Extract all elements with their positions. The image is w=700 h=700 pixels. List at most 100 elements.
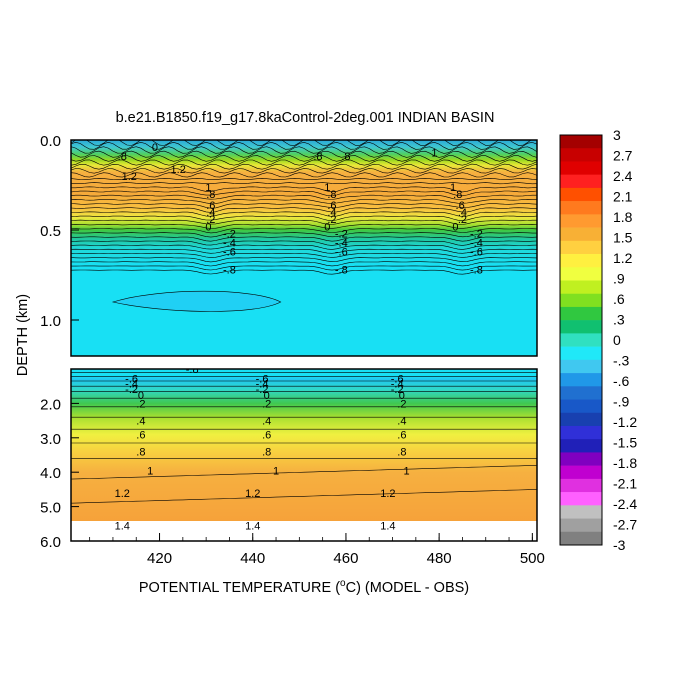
contour-line xyxy=(71,203,537,209)
contour-line xyxy=(71,207,537,213)
contour-line xyxy=(71,186,537,193)
contour-label: -.6 xyxy=(335,247,348,259)
colorbar-label: -2.7 xyxy=(613,517,637,533)
contour-label: .2 xyxy=(206,214,215,226)
contour-label: .2 xyxy=(136,398,145,410)
contour-label: -.4 xyxy=(470,238,483,250)
contour-line xyxy=(71,198,537,205)
contour-label: .8 xyxy=(206,189,215,201)
x-axis: 420 440 460 480 500 xyxy=(89,533,545,567)
colorbar-label: -1.5 xyxy=(613,435,637,451)
contour-label: -.2 xyxy=(470,229,483,241)
y-tick-label: 6.0 xyxy=(40,534,61,551)
contour-line xyxy=(71,159,537,166)
colorbar-label: 2.1 xyxy=(613,189,633,205)
lower-panel: -.8-.6-.4-.2 0.2.4.6.811.21.4-.6-.4-.20.2… xyxy=(70,364,538,542)
contour-label: 0 xyxy=(138,390,144,402)
contour-label: 1.4 xyxy=(245,521,260,533)
contour-label: .4 xyxy=(262,416,271,428)
x-axis-title-degree: o xyxy=(340,578,346,589)
contour-label: 1 xyxy=(147,465,153,477)
upper-contours: 1.21.8.6.4.20-.2-.4-.6-.81.8.6.4.20-.2-.… xyxy=(71,140,537,312)
contour-patch xyxy=(111,290,282,312)
contour-label: -.2 xyxy=(335,229,348,241)
contour-label: -.2 xyxy=(391,384,404,396)
contour-line xyxy=(71,465,537,480)
colorbar-label: .6 xyxy=(613,291,625,307)
contour-line xyxy=(71,168,537,174)
colorbar-swatch xyxy=(560,161,602,175)
contour-label: .6 xyxy=(206,200,215,212)
colorbar-swatch xyxy=(560,135,602,149)
contour-line xyxy=(71,219,537,225)
x-tick-label: 480 xyxy=(427,550,452,567)
colorbar-label: -2.1 xyxy=(613,476,637,492)
contour-label: -.8 xyxy=(186,364,199,376)
y-tick-label: 0.0 xyxy=(40,133,61,150)
contour-line xyxy=(71,150,537,158)
contour-label: 1.4 xyxy=(380,521,395,533)
contour-label: -.6 xyxy=(256,374,269,386)
contour-label: .2 xyxy=(262,398,271,410)
colorbar-label: 3 xyxy=(613,127,621,143)
colorbar-swatch xyxy=(560,346,602,361)
lower-panel-fill xyxy=(71,369,537,521)
colorbar-swatch xyxy=(560,359,602,374)
colorbar-swatch xyxy=(560,148,602,162)
contour-label: 1.2 xyxy=(380,488,395,500)
colorbar-swatch xyxy=(560,174,602,189)
y-tick-label: 5.0 xyxy=(40,500,61,517)
upper-panel-frame xyxy=(70,139,538,357)
contour-line xyxy=(71,223,537,229)
contour-line xyxy=(71,155,537,162)
contour-label: .8 xyxy=(327,189,336,201)
contour-label: 1 xyxy=(205,182,211,194)
contour-label: .2 xyxy=(458,214,467,226)
contour-label: .8 xyxy=(397,447,406,459)
contour-label: .2 xyxy=(397,398,406,410)
colorbar-swatch xyxy=(560,280,602,295)
colorbar-label: 1.5 xyxy=(613,230,633,246)
y-tick-label: 0.5 xyxy=(40,223,61,240)
colorbar-label: -.6 xyxy=(613,373,630,389)
colorbar-swatch xyxy=(560,373,602,387)
contour-line xyxy=(71,215,537,221)
contour-label: .8 xyxy=(118,151,127,163)
colorbar-label: -2.4 xyxy=(613,496,637,512)
contour-label: -.4 xyxy=(391,378,404,390)
colorbar-label: -1.8 xyxy=(613,455,637,471)
x-tick-label: 420 xyxy=(147,550,172,567)
lower-panel-blank xyxy=(71,521,537,541)
contour-line xyxy=(71,261,537,267)
contour-line xyxy=(71,141,537,150)
colorbar-label: 1.8 xyxy=(613,209,633,225)
contour-label: .8 xyxy=(313,151,322,163)
x-tick-label: 440 xyxy=(240,550,265,567)
contour-label: .8 xyxy=(262,447,271,459)
contour-label: .6 xyxy=(136,429,145,441)
colorbar-label: 2.7 xyxy=(613,148,633,164)
contour-label: -.6 xyxy=(470,247,483,259)
contour-line xyxy=(71,194,537,200)
contour-label: .4 xyxy=(136,416,145,428)
contour-label: 1.2 xyxy=(171,164,186,176)
y-tick-label: 1.0 xyxy=(40,313,61,330)
colorbar-swatch xyxy=(560,425,602,440)
contour-line xyxy=(71,240,537,246)
colorbar-label: 0 xyxy=(613,332,621,348)
contour-label: .6 xyxy=(327,200,336,212)
colorbar-swatch xyxy=(560,531,602,546)
colorbar-swatch xyxy=(560,306,602,321)
colorbar-swatch xyxy=(560,399,602,414)
colorbar-swatch xyxy=(560,254,602,268)
contour-label: 1 xyxy=(450,182,456,194)
colorbar-swatch xyxy=(560,465,602,480)
colorbar-swatch xyxy=(560,293,602,308)
contour-line xyxy=(71,232,537,238)
x-tick-label: 500 xyxy=(520,550,545,567)
contour-label: 1.4 xyxy=(115,521,130,533)
contour-line xyxy=(71,248,537,254)
colorbar-label: .3 xyxy=(613,312,625,328)
contour-line xyxy=(71,269,537,275)
colorbar-label: -.3 xyxy=(613,353,630,369)
